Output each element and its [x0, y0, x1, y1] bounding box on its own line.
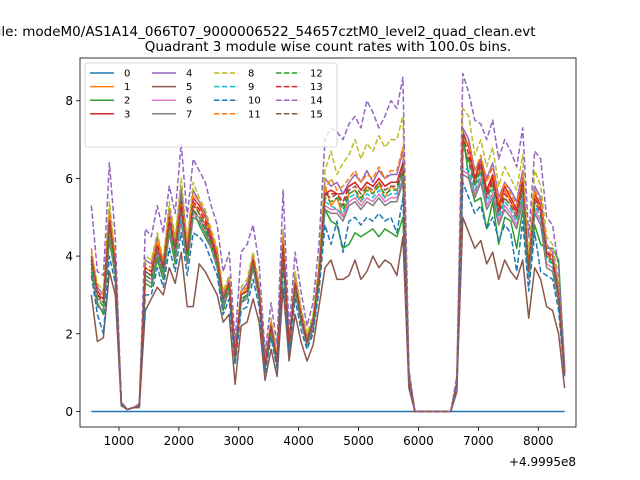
y-axis: 0 2 4 6 8 [65, 94, 80, 419]
legend-label-10: 10 [248, 96, 261, 107]
x-tick-label: 2000 [164, 434, 195, 448]
y-tick-label: 6 [65, 172, 73, 186]
legend-label-13: 13 [310, 82, 323, 93]
series-line-12 [90, 142, 566, 413]
x-axis: 1000 2000 3000 4000 5000 6000 7000 8000 [104, 427, 554, 448]
legend-label-5: 5 [186, 82, 192, 93]
x-tick-label: 8000 [523, 434, 554, 448]
series-line-7 [90, 173, 566, 413]
legend-label-7: 7 [186, 109, 192, 120]
legend-label-0: 0 [124, 69, 130, 80]
legend-label-4: 4 [186, 69, 192, 80]
legend-label-2: 2 [124, 96, 130, 107]
y-tick-label: 8 [65, 94, 73, 108]
legend-label-9: 9 [248, 82, 254, 93]
legend-label-6: 6 [186, 96, 192, 107]
legend-label-1: 1 [124, 82, 130, 93]
series-line-5 [90, 216, 566, 413]
x-tick-label: 3000 [223, 434, 254, 448]
x-tick-label: 6000 [403, 434, 434, 448]
legend-label-8: 8 [248, 69, 254, 80]
x-offset-label: +4.9995e8 [509, 455, 576, 469]
legend-box [84, 62, 338, 148]
legend-label-15: 15 [310, 109, 323, 120]
figure-suptitle: n file: modeM0/AS1A14_066T07_9000006522_… [0, 24, 536, 40]
x-tick-label: 7000 [463, 434, 494, 448]
axes-frame [79, 57, 577, 428]
series-line-15 [90, 154, 566, 413]
chart-title: Quadrant 3 module wise count rates with … [145, 39, 511, 55]
legend-label-14: 14 [310, 96, 323, 107]
legend-label-3: 3 [124, 109, 130, 120]
y-tick-label: 2 [65, 327, 73, 341]
legend-label-11: 11 [248, 109, 261, 120]
series-layer [90, 72, 566, 413]
x-tick-label: 4000 [283, 434, 314, 448]
legend-label-12: 12 [310, 69, 323, 80]
y-tick-label: 0 [65, 405, 73, 419]
series-line-8 [90, 107, 566, 413]
x-tick-label: 1000 [104, 434, 135, 448]
y-tick-label: 4 [65, 250, 73, 264]
x-tick-label: 5000 [343, 434, 374, 448]
series-line-10 [90, 181, 566, 413]
